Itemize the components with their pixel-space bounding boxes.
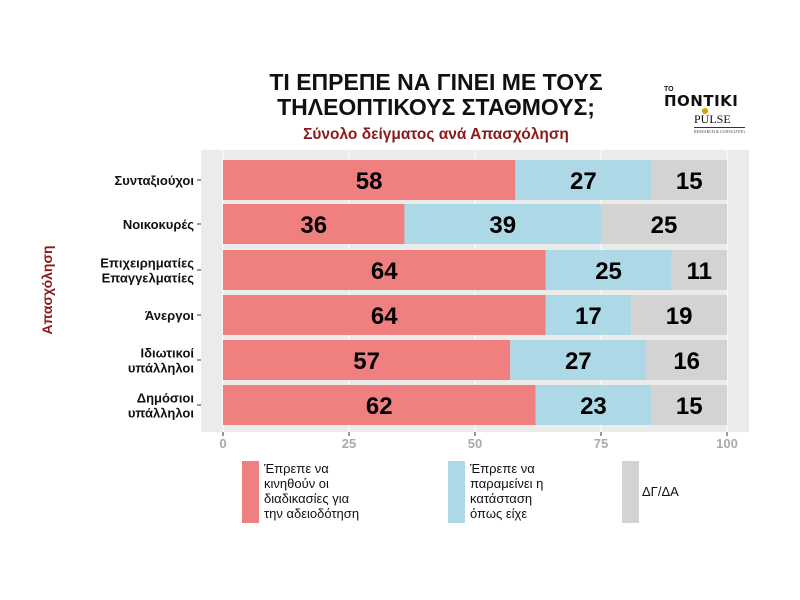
bar-segment <box>223 340 511 380</box>
legend-swatch <box>448 461 465 523</box>
logo-dot-icon <box>702 108 708 114</box>
x-tick-label: 100 <box>716 436 738 451</box>
bar-value-label: 27 <box>570 168 597 195</box>
bar-value-label: 11 <box>687 258 712 285</box>
bar-segment <box>223 385 536 425</box>
legend-label-line: Έπρεπε να <box>264 461 329 476</box>
bar-segment <box>545 295 632 335</box>
bar-value-label: 15 <box>676 168 703 195</box>
bar-value-label: 16 <box>673 348 700 375</box>
legend-swatch <box>622 461 639 523</box>
legend-label: Έπρεπε να παραμείνει η κατάσταση όπως είχε <box>470 461 543 521</box>
logo-tagline: RESEARCH & CONSULTING <box>694 127 746 134</box>
legend-label-line: όπως είχε <box>470 506 528 521</box>
legend-swatch <box>242 461 259 523</box>
bar-segment <box>535 385 652 425</box>
bar-value-label: 64 <box>371 258 398 285</box>
legend-label: Έπρεπε να κινηθούν οι διαδικασίες για την α… <box>264 461 359 521</box>
bar-value-label: 17 <box>575 303 602 330</box>
bar-segment <box>404 204 601 244</box>
bar-value-label: 57 <box>353 348 380 375</box>
bar-value-label: 64 <box>371 303 398 330</box>
logo-main-text: ΠΟΝΤΙΚΙ <box>664 92 739 110</box>
x-tick-label: 25 <box>342 436 356 451</box>
bar-segment <box>545 250 672 290</box>
legend-label: ΔΓ/ΔΑ <box>642 484 679 499</box>
y-category-label: Νοικοκυρές <box>123 217 194 232</box>
y-category-label: Ιδιωτικοί <box>140 346 194 361</box>
legend-label-line: Έπρεπε να <box>470 461 535 476</box>
y-category-label: υπάλληλοι <box>128 406 195 421</box>
bar-segment <box>510 340 647 380</box>
bar-segment <box>646 340 727 380</box>
chart-title-line-2: ΤΗΛΕΟΠΤΙΚΟΥΣ ΣΤΑΘΜΟΥΣ; <box>277 94 595 120</box>
logo-sub-text: PULSE <box>694 112 731 126</box>
bar-value-label: 23 <box>580 393 607 420</box>
brand-logo: ΤΟ ΠΟΝΤΙΚΙ PULSE RESEARCH & CONSULTING <box>662 84 756 136</box>
y-category-label: Δημόσιοι <box>137 391 195 406</box>
bar-value-label: 62 <box>366 393 393 420</box>
bar-value-label: 27 <box>565 348 592 375</box>
x-tick-label: 50 <box>468 436 482 451</box>
bar-segment <box>223 160 516 200</box>
bar-value-label: 36 <box>300 212 327 239</box>
y-category-label: υπάλληλοι <box>128 361 195 376</box>
bar-segment <box>515 160 652 200</box>
y-category-label: Άνεργοι <box>145 308 195 323</box>
bar-value-label: 58 <box>356 168 383 195</box>
bar-value-label: 19 <box>666 303 693 330</box>
legend-label-line: παραμείνει η <box>470 476 544 491</box>
bar-segment <box>223 250 546 290</box>
legend-label-line: κατάσταση <box>470 491 533 506</box>
legend-label-line: κινηθούν οι <box>264 476 329 491</box>
chart-subtitle: Σύνολο δείγματος ανά Απασχόληση <box>303 126 569 143</box>
y-category-label: Συνταξιούχοι <box>114 173 194 188</box>
chart-title: ΤΙ ΕΠΡΕΠΕ ΝΑ ΓΙΝΕΙ ΜΕ ΤΟΥΣ ΤΗΛΕΟΠΤΙΚΟΥΣ … <box>200 70 672 120</box>
legend-label-line: διαδικασίες για <box>264 491 350 506</box>
logo-prefix: ΤΟ <box>664 86 674 93</box>
legend-label-line: την αδειοδότηση <box>264 506 360 521</box>
bar-segment <box>651 385 727 425</box>
bar-segment <box>631 295 727 335</box>
bar-value-label: 15 <box>676 393 703 420</box>
y-category-label: Επαγγελματίες <box>102 271 195 286</box>
bar-segment <box>223 295 546 335</box>
x-tick-label: 75 <box>594 436 608 451</box>
y-category-label: Επιχειρηματίες <box>100 256 194 271</box>
bar-segment <box>671 250 727 290</box>
bar-segment <box>223 204 405 244</box>
bar-value-label: 39 <box>489 212 516 239</box>
bar-segment <box>601 204 727 244</box>
bar-value-label: 25 <box>595 258 622 285</box>
x-tick-label: 0 <box>219 436 226 451</box>
bar-segment <box>651 160 727 200</box>
bar-value-label: 25 <box>651 212 678 239</box>
chart-title-line-1: ΤΙ ΕΠΡΕΠΕ ΝΑ ΓΙΝΕΙ ΜΕ ΤΟΥΣ <box>269 69 603 95</box>
legend-label-line: ΔΓ/ΔΑ <box>642 484 679 499</box>
